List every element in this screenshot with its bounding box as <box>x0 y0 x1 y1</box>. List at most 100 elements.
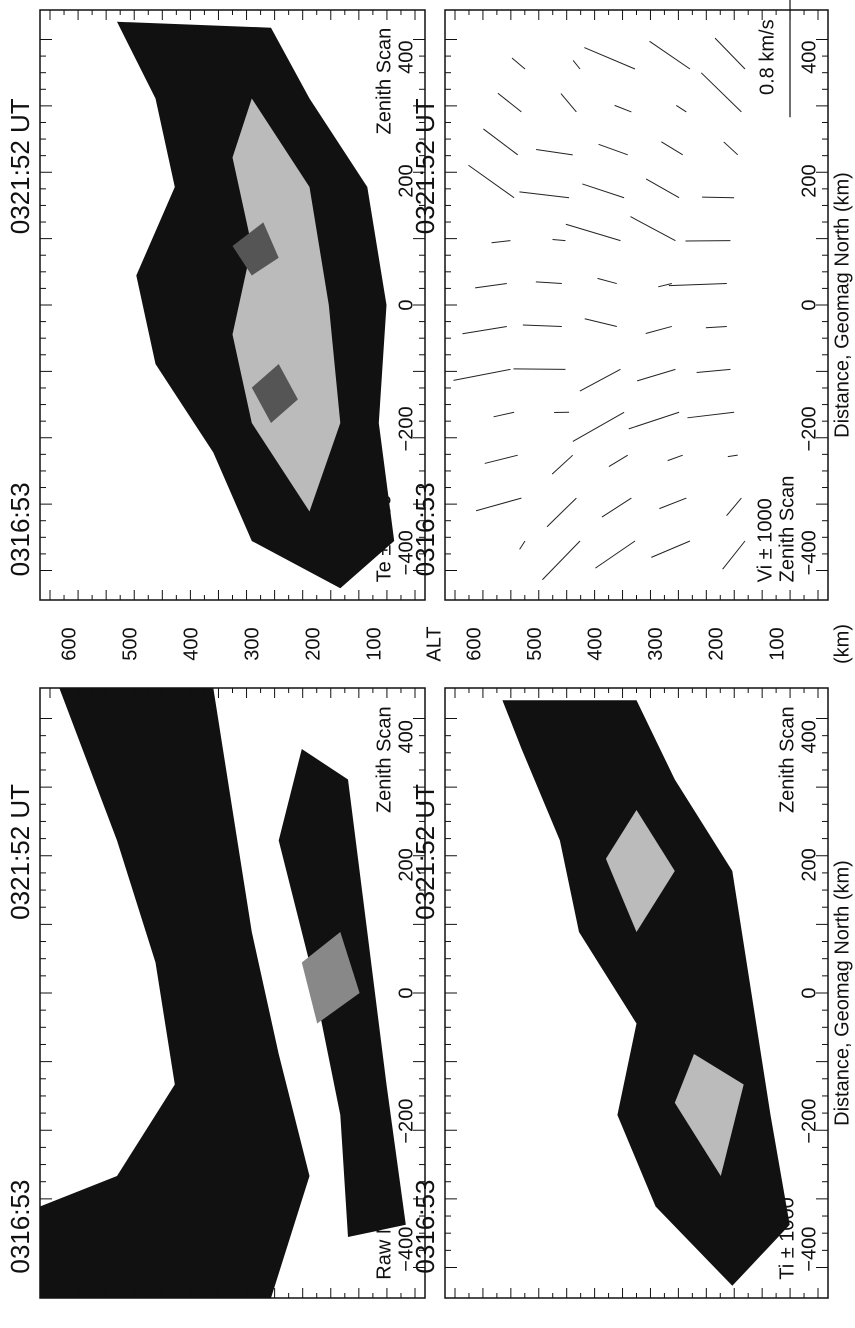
velocity-vector <box>614 104 632 113</box>
x-tick-label: −200 <box>798 406 820 451</box>
contour-region <box>674 1054 744 1176</box>
velocity-vector <box>462 325 507 335</box>
x-tick-label: 400 <box>798 720 820 753</box>
velocity-vector <box>535 281 562 285</box>
velocity-vector <box>511 57 526 70</box>
velocity-vector <box>582 183 625 199</box>
alt-tick-label: 300 <box>645 627 667 660</box>
x-tick-label: 0 <box>798 299 820 310</box>
velocity-vector <box>727 454 738 458</box>
velocity-vector <box>687 411 735 419</box>
scan-label: Zenith Scan <box>776 706 798 813</box>
velocity-vector <box>483 128 519 156</box>
velocity-vector <box>667 454 683 462</box>
x-tick-label: 200 <box>798 848 820 881</box>
x-tick-label: 200 <box>395 164 417 197</box>
velocity-vector <box>636 368 676 382</box>
panel-label: Ti ± 1000 <box>776 1197 798 1280</box>
velocity-vector <box>519 191 570 199</box>
x-tick-label: −200 <box>798 1099 820 1144</box>
x-tick-label: −200 <box>395 406 417 451</box>
velocity-vector <box>723 141 739 156</box>
scan-label: Zenith Scan <box>776 476 798 583</box>
velocity-vector <box>705 325 727 329</box>
velocity-vector <box>493 411 515 418</box>
velocity-vector <box>649 40 691 70</box>
contour-region <box>40 688 310 1298</box>
velocity-vector <box>714 37 746 70</box>
velocity-vector <box>551 454 574 475</box>
contour-region <box>232 98 341 512</box>
velocity-vector <box>453 368 511 381</box>
x-tick-label: 400 <box>395 720 417 753</box>
velocity-vector <box>475 283 507 289</box>
velocity-vector <box>572 60 581 70</box>
alt-tick-label: 600 <box>463 627 485 660</box>
x-tick-label: 200 <box>798 164 820 197</box>
velocity-vector <box>552 238 566 242</box>
velocity-vector <box>595 540 636 569</box>
x-tick-label: 0 <box>798 987 820 998</box>
alt-tick-label: 200 <box>302 627 324 660</box>
velocity-vector <box>661 141 683 156</box>
alt-tick-label: 300 <box>241 627 263 660</box>
velocity-vector <box>608 454 628 468</box>
velocity-vector <box>700 72 742 113</box>
alt-tick-label: 500 <box>524 627 546 660</box>
scan-label: Zenith Scan <box>373 706 395 813</box>
velocity-vector <box>546 497 577 528</box>
x-tick-label: 0 <box>395 987 417 998</box>
velocity-vector <box>536 148 573 156</box>
figure-content: −400 −200 0 200 400 0316:53 0321:52 UT Raw Ne Ze… <box>5 0 853 1299</box>
x-tick-label: 200 <box>395 848 417 881</box>
contour-region <box>605 810 675 932</box>
scan-label: Zenith Scan <box>373 28 395 135</box>
velocity-vector <box>601 497 632 518</box>
x-tick-label: −400 <box>798 530 820 575</box>
velocity-vector <box>468 164 515 199</box>
velocity-vector <box>722 540 746 570</box>
x-tick-label: 0 <box>395 299 417 310</box>
start-time: 0316:53 <box>5 1180 35 1274</box>
contour-region <box>232 222 279 276</box>
alt-tick-label: 600 <box>58 627 80 660</box>
alt-tick-label: 400 <box>584 627 606 660</box>
end-time: 0321:52 UT <box>5 784 35 920</box>
velocity-vector <box>522 324 562 327</box>
x-tick-label: −400 <box>395 530 417 575</box>
x-axis-title: Distance, Geomag North (km) <box>831 860 853 1126</box>
end-time: 0321:52 UT <box>410 784 440 920</box>
alt-tick-label: 400 <box>180 627 202 660</box>
x-tick-label: −400 <box>395 1227 417 1272</box>
x-axis-title: Distance, Geomag North (km) <box>831 172 853 438</box>
velocity-vector <box>584 47 636 70</box>
contour-region <box>301 932 360 1024</box>
velocity-vector <box>645 325 672 334</box>
velocity-vector <box>645 178 680 199</box>
alt-axis-label: ALT <box>423 626 445 661</box>
velocity-vector <box>542 540 581 581</box>
velocity-vector <box>519 540 526 550</box>
velocity-vector <box>702 196 735 199</box>
panel-label: Te ± 1500 <box>373 495 395 583</box>
alt-tick-label: 500 <box>119 627 141 660</box>
velocity-vector <box>696 368 731 373</box>
contour-region <box>251 364 298 423</box>
alt-tick-label: 200 <box>706 627 728 660</box>
velocity-vector <box>676 104 687 113</box>
start-time: 0316:53 <box>5 482 35 576</box>
velocity-vector <box>598 143 628 156</box>
velocity-vector <box>584 318 617 327</box>
start-time: 0316:53 <box>410 1180 440 1274</box>
velocity-vector <box>659 497 687 510</box>
end-time: 0321:52 UT <box>5 98 35 234</box>
velocity-vector <box>726 497 742 517</box>
velocity-vector <box>668 283 727 287</box>
start-time: 0316:53 <box>410 482 440 576</box>
velocity-scale: 0.8 km/s <box>756 19 778 95</box>
velocity-vector <box>658 283 672 288</box>
end-time: 0321:52 UT <box>410 98 440 234</box>
alt-tick-label: 100 <box>363 627 385 660</box>
